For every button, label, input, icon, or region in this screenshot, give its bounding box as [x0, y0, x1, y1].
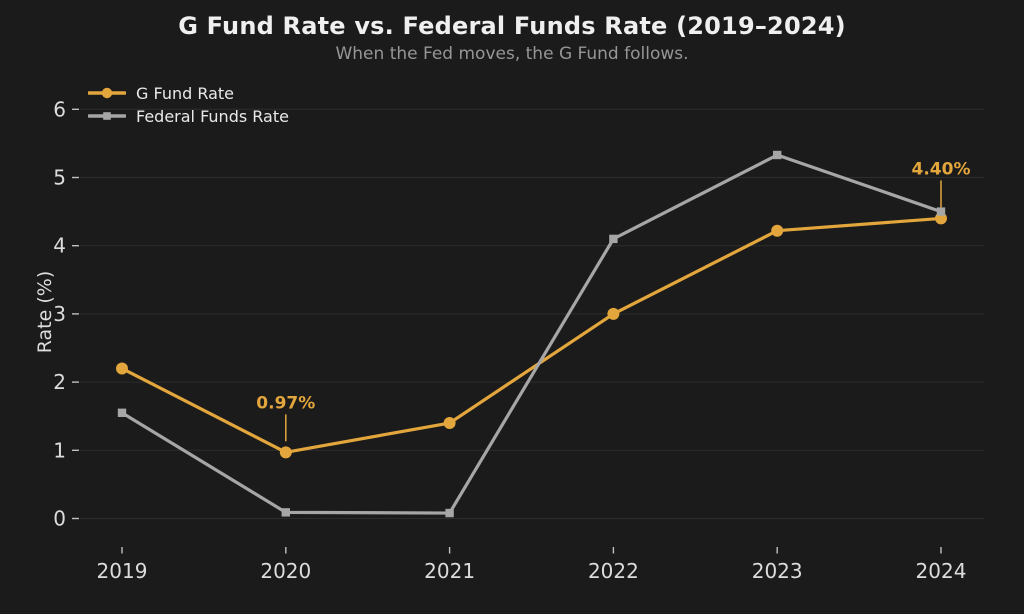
y-tick-label: 6 — [53, 97, 66, 121]
legend-swatch-marker — [101, 87, 113, 99]
chart-subtitle: When the Fed moves, the G Fund follows. — [335, 44, 689, 64]
data-point-marker — [445, 508, 454, 518]
data-point-marker — [607, 307, 620, 320]
data-point-marker — [281, 508, 290, 517]
legend-swatch-marker — [103, 112, 111, 120]
legend-label-federal-funds-rate: Federal Funds Rate — [136, 106, 289, 126]
x-tick-label: 2020 — [260, 559, 311, 583]
x-tick-label: 2022 — [588, 559, 639, 583]
annotation-label: 4.40% — [912, 159, 971, 179]
data-point-marker — [771, 224, 784, 237]
data-point-marker — [773, 150, 782, 160]
chart-title: G Fund Rate vs. Federal Funds Rate (2019… — [178, 12, 846, 40]
legend-item-federal-funds-rate: Federal Funds Rate — [88, 105, 289, 127]
annotation-label: 0.97% — [256, 393, 315, 413]
x-tick-label: 2019 — [97, 559, 148, 583]
data-point-marker — [443, 417, 456, 430]
legend: G Fund Rate Federal Funds Rate — [88, 82, 289, 127]
data-point-marker — [117, 408, 127, 417]
y-tick-label: 5 — [53, 166, 66, 190]
legend-item-g-fund-rate: G Fund Rate — [88, 82, 289, 104]
data-point-marker — [279, 446, 292, 459]
x-tick-label: 2023 — [752, 559, 803, 583]
x-tick-label: 2021 — [424, 559, 475, 583]
y-tick-label: 2 — [53, 370, 66, 394]
legend-label-g-fund-rate: G Fund Rate — [136, 83, 235, 103]
series-line-1 — [120, 153, 943, 515]
y-tick-label: 3 — [53, 302, 66, 326]
g-fund-line-marker-icon — [88, 87, 126, 99]
x-tick-label: 2024 — [916, 559, 967, 583]
series-line-0 — [120, 216, 943, 454]
data-point-marker — [609, 234, 618, 244]
federal-funds-line-marker-icon — [88, 112, 126, 120]
data-point-marker — [936, 207, 946, 216]
y-tick-label: 4 — [53, 234, 66, 258]
data-point-marker — [116, 362, 128, 375]
y-tick-label: 1 — [53, 438, 66, 462]
y-tick-label: 0 — [53, 507, 66, 531]
